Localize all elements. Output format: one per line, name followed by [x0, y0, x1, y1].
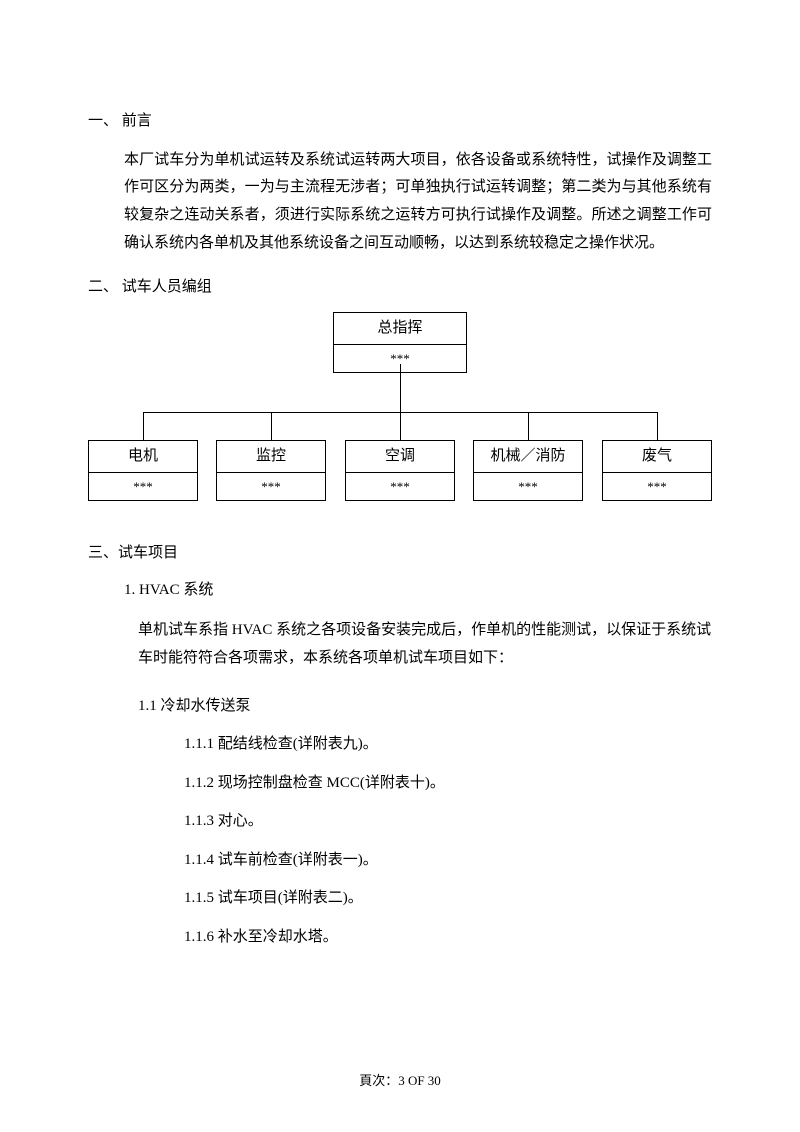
- chart-child-node-4-sub: ***: [602, 473, 712, 502]
- chart-child-node-3-sub: ***: [473, 473, 583, 502]
- chart-child-node-1-sub: ***: [216, 473, 326, 502]
- chart-child-node-0-label: 电机: [88, 440, 198, 473]
- chart-child-node-1-label: 监控: [216, 440, 326, 473]
- sub-item-4: 1.1.5 试车项目(详附表二)。: [184, 887, 712, 910]
- chart-child-node-1: 监控***: [216, 440, 326, 501]
- chart-line: [528, 412, 529, 440]
- page-footer: 頁次：3 OF 30: [0, 1071, 800, 1091]
- chart-line: [143, 412, 144, 440]
- sub-item-2: 1.1.3 对心。: [184, 810, 712, 833]
- chart-child-node-0: 电机***: [88, 440, 198, 501]
- chart-child-node-2: 空调***: [345, 440, 455, 501]
- section3-sub1-text: 单机试车系指 HVAC 系统之各项设备安装完成后，作单机的性能测试，以保证于系统…: [138, 617, 712, 673]
- chart-child-node-3: 机械／消防***: [473, 440, 583, 501]
- chart-child-node-4: 废气***: [602, 440, 712, 501]
- chart-child-node-3-label: 机械／消防: [473, 440, 583, 473]
- chart-line: [271, 412, 272, 440]
- chart-line: [657, 412, 658, 440]
- chart-child-node-2-label: 空调: [345, 440, 455, 473]
- chart-child-node-2-sub: ***: [345, 473, 455, 502]
- chart-line: [400, 412, 401, 440]
- sub-item-0: 1.1.1 配结线检查(详附表九)。: [184, 733, 712, 756]
- sub-item-5: 1.1.6 补水至冷却水塔。: [184, 926, 712, 949]
- chart-line: [400, 364, 401, 412]
- sub-item-1: 1.1.2 现场控制盘检查 MCC(详附表十)。: [184, 772, 712, 795]
- org-chart: 总指挥***电机***监控***空调***机械／消防***废气***: [88, 312, 712, 502]
- chart-child-node-4-label: 废气: [602, 440, 712, 473]
- section3-item1-title: 1.1 冷却水传送泵: [138, 695, 712, 718]
- sub-item-3: 1.1.4 试车前检查(详附表一)。: [184, 849, 712, 872]
- section2-title: 二、 试车人员编组: [88, 276, 712, 299]
- section3-title: 三、试车项目: [88, 542, 712, 565]
- chart-child-node-0-sub: ***: [88, 473, 198, 502]
- section1-text: 本厂试车分为单机试运转及系统试运转两大项目，依各设备或系统特性，试操作及调整工作…: [124, 147, 712, 258]
- section1-title: 一、 前言: [88, 110, 712, 133]
- section3-sub1-title: 1. HVAC 系统: [124, 579, 712, 602]
- chart-top-node-label: 总指挥: [333, 312, 467, 345]
